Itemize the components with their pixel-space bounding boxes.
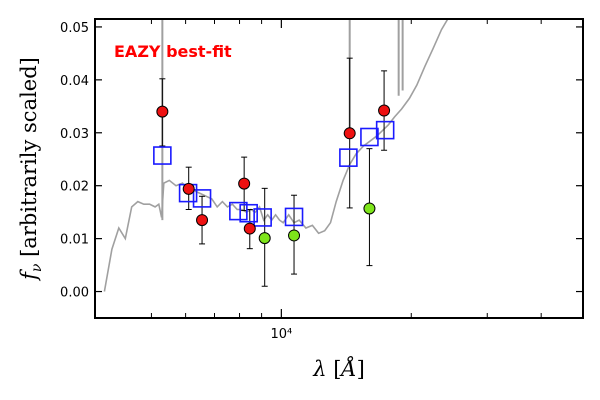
- plot-frame: [94, 18, 584, 319]
- x-tick-label: 10⁴: [270, 327, 292, 342]
- x-axis-label-unit: Å: [338, 356, 356, 381]
- plot-area: [103, 19, 449, 292]
- y-axis-label-symbol: f: [17, 269, 41, 282]
- y-tick-label: 0.05: [60, 21, 89, 36]
- model-photometry-point: [253, 208, 272, 227]
- model-photometry-point: [375, 120, 395, 140]
- photometry-point-green: [288, 229, 301, 242]
- plot-marks: [103, 19, 449, 292]
- photometry-point-red: [243, 222, 256, 235]
- y-tick-label: 0.04: [60, 74, 89, 89]
- photometry-point-red: [196, 214, 209, 227]
- y-tick-label: 0.00: [60, 286, 89, 301]
- x-axis-label-bracket: [: [327, 357, 342, 381]
- photometry-point-red: [182, 182, 195, 195]
- x-axis-label-symbol: λ: [312, 357, 326, 381]
- y-axis-label-text: [arbitrarily scaled]: [17, 57, 41, 263]
- photometry-point-red: [343, 127, 356, 140]
- photometry-point-red: [378, 104, 391, 117]
- chart-annotation: EAZY best-fit: [114, 42, 232, 61]
- photometry-point-green: [363, 202, 376, 215]
- y-tick-label: 0.01: [60, 233, 89, 248]
- y-tick-label: 0.02: [60, 180, 89, 195]
- photometry-point-red: [238, 177, 251, 190]
- model-photometry-point: [229, 201, 248, 221]
- axis-ticks: 0.00 0.01 0.02 0.03 0.04 0.05 10⁴: [60, 19, 583, 342]
- model-photometry-point: [339, 148, 358, 167]
- y-axis-label-subscript: ν: [29, 263, 45, 272]
- model-photometry-point: [153, 146, 172, 165]
- x-axis-label: λ [Å]: [312, 356, 365, 381]
- model-photometry-point: [192, 189, 212, 208]
- photometry-point-red: [156, 105, 169, 118]
- x-axis-label-bracket-close: ]: [357, 357, 365, 381]
- photometry-point-green: [258, 232, 271, 245]
- y-axis-label: fν [arbitrarily scaled]: [17, 57, 45, 282]
- model-photometry-point: [284, 207, 304, 227]
- model-photometry-point: [360, 127, 379, 147]
- model-photometry-point: [239, 203, 258, 223]
- y-tick-label: 0.03: [60, 127, 89, 142]
